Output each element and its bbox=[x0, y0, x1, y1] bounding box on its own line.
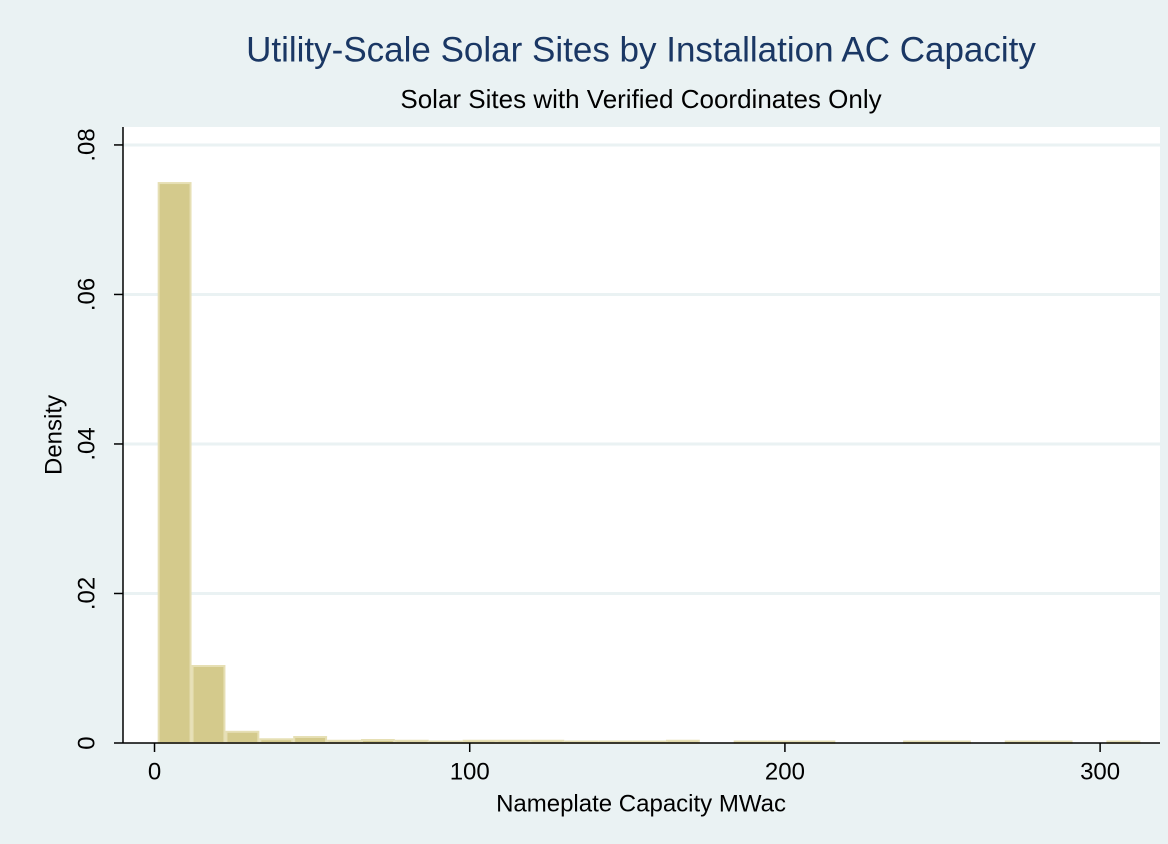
chart-title: Utility-Scale Solar Sites by Installatio… bbox=[246, 30, 1036, 69]
x-tick-label: 300 bbox=[1080, 758, 1120, 785]
y-tick-label: 0 bbox=[73, 736, 100, 749]
bar bbox=[225, 730, 260, 745]
y-tick-label: .04 bbox=[73, 427, 100, 460]
y-tick-label: .02 bbox=[73, 577, 100, 610]
x-tick-label: 200 bbox=[765, 758, 805, 785]
x-tick-label: 100 bbox=[450, 758, 490, 785]
bar bbox=[293, 736, 328, 744]
y-tick-label: .06 bbox=[73, 278, 100, 311]
chart-subtitle: Solar Sites with Verified Coordinates On… bbox=[400, 84, 881, 114]
bar bbox=[157, 182, 192, 745]
y-axis-label: Density bbox=[40, 395, 67, 475]
x-axis-label: Nameplate Capacity MWac bbox=[496, 790, 786, 817]
x-tick-label: 0 bbox=[148, 758, 161, 785]
y-tick-label: .08 bbox=[73, 128, 100, 161]
plot-area bbox=[123, 127, 1160, 743]
bar bbox=[191, 665, 226, 744]
